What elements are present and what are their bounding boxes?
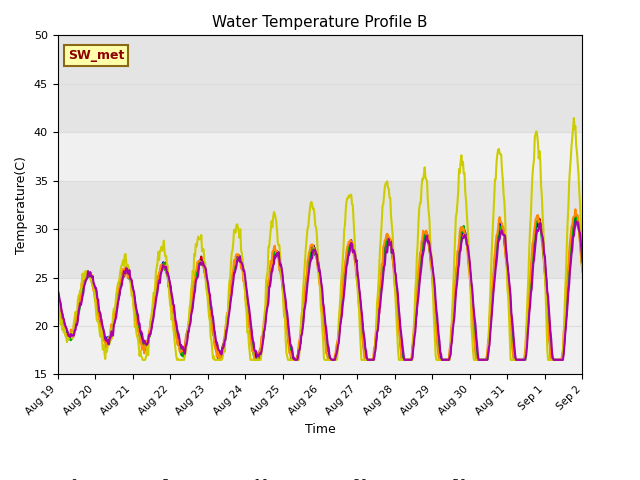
+10cm [579,266,586,272]
Y-axis label: Temperature(C): Temperature(C) [15,156,28,254]
+10cm [412,305,420,311]
+10cm [342,263,349,268]
+30cm [412,297,420,302]
+50cm [360,357,367,363]
+30cm [342,256,349,262]
X-axis label: Time: Time [305,423,335,436]
+5cm [572,212,580,217]
0cm [360,335,367,341]
Legend: 0cm, +5cm, +10cm, +30cm, +50cm, TC_temp11: 0cm, +5cm, +10cm, +30cm, +50cm, TC_temp1… [29,475,611,480]
+50cm [139,357,147,363]
+30cm [579,268,586,274]
+5cm [54,287,61,293]
+5cm [579,262,586,267]
+10cm [252,357,259,363]
Line: TC_temp11: TC_temp11 [58,221,582,360]
0cm [253,357,261,363]
0cm [202,265,209,271]
+10cm [360,345,367,350]
0cm [479,357,486,363]
0cm [78,293,86,299]
TC_temp11 [202,264,209,270]
+10cm [54,293,61,299]
Bar [58,180,582,277]
+10cm [78,290,86,296]
+50cm [570,115,578,121]
+50cm [54,293,61,299]
Line: +5cm: +5cm [58,215,582,360]
+10cm [572,211,580,217]
TC_temp11 [342,271,349,277]
+5cm [202,271,209,276]
+30cm [216,357,223,363]
+30cm [78,280,86,286]
+30cm [572,206,579,212]
TC_temp11 [572,218,580,224]
Line: +50cm: +50cm [58,118,582,360]
TC_temp11 [412,317,420,323]
+5cm [342,264,349,270]
+50cm [579,269,586,275]
+30cm [54,297,61,302]
+50cm [479,357,486,363]
0cm [342,261,349,267]
+50cm [342,206,349,212]
TC_temp11 [78,298,86,303]
Title: Water Temperature Profile B: Water Temperature Profile B [212,15,428,30]
+50cm [78,280,86,286]
Line: 0cm: 0cm [58,216,582,360]
TC_temp11 [360,331,367,336]
Line: +30cm: +30cm [58,209,582,360]
0cm [579,259,586,265]
0cm [412,314,420,320]
TC_temp11 [291,357,299,363]
0cm [572,213,579,219]
TC_temp11 [479,357,486,363]
+5cm [253,357,260,363]
+30cm [202,273,209,279]
Line: +10cm: +10cm [58,214,582,360]
+30cm [360,349,367,355]
+50cm [202,283,210,288]
+5cm [412,312,420,318]
+5cm [78,291,86,297]
+5cm [479,357,486,363]
+10cm [202,271,209,276]
0cm [54,287,61,292]
TC_temp11 [54,288,61,293]
+50cm [412,276,420,281]
+5cm [360,339,367,345]
Bar [58,36,582,132]
+30cm [479,357,486,363]
TC_temp11 [579,259,586,265]
+10cm [479,357,486,363]
Text: SW_met: SW_met [68,49,124,62]
